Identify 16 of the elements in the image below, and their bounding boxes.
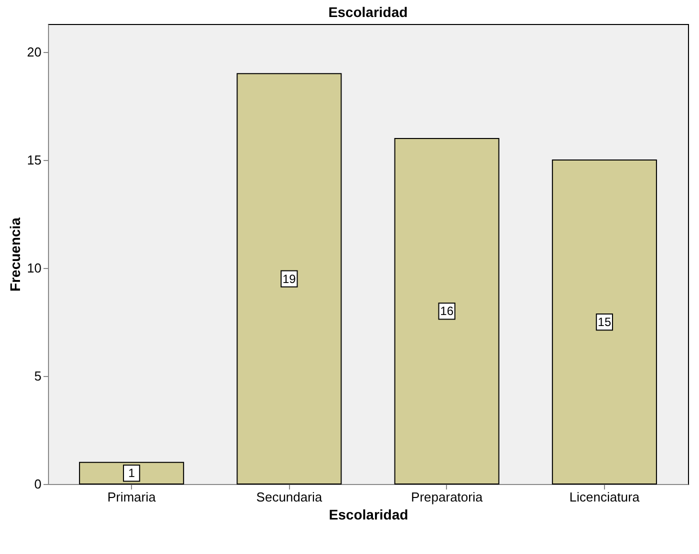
y-tick-label: 20 <box>27 44 42 60</box>
y-tick-label: 5 <box>34 368 42 384</box>
y-tick-label: 0 <box>34 476 42 492</box>
data-label: 15 <box>598 315 612 330</box>
y-tick-label: 10 <box>27 260 42 276</box>
x-tick-label: Licenciatura <box>569 490 640 504</box>
x-tick-label: Primaria <box>107 490 157 504</box>
data-label: 16 <box>440 304 454 318</box>
x-axis-title: Escolaridad <box>328 506 408 522</box>
chart-title: Escolaridad <box>328 4 408 20</box>
data-label: 19 <box>282 272 296 286</box>
data-label: 1 <box>128 466 136 480</box>
x-tick-label: Preparatoria <box>411 490 484 504</box>
y-tick-label: 15 <box>27 152 42 168</box>
x-tick-label: Secundaria <box>256 490 323 504</box>
y-axis-title: Frecuencia <box>7 217 24 292</box>
